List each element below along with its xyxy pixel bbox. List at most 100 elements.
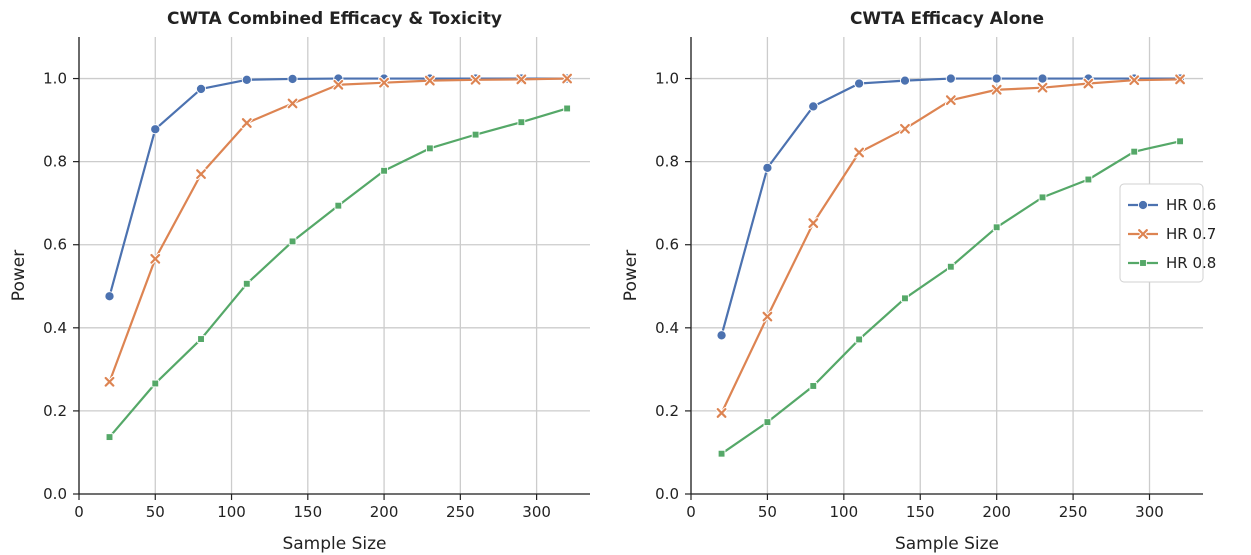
data-point bbox=[808, 101, 819, 112]
data-point bbox=[334, 201, 343, 210]
data-point bbox=[761, 310, 774, 323]
y-tick-label: 0.6 bbox=[43, 236, 67, 254]
data-point bbox=[715, 407, 728, 419]
x-tick-label: 200 bbox=[370, 503, 399, 521]
x-tick-label: 150 bbox=[293, 503, 322, 521]
legend-item: HR 0.8 bbox=[1128, 254, 1216, 272]
legend-label: HR 0.7 bbox=[1166, 225, 1216, 243]
data-point bbox=[855, 335, 863, 344]
data-point bbox=[195, 83, 207, 94]
x-tick-label: 300 bbox=[522, 503, 551, 521]
data-point bbox=[1176, 137, 1184, 146]
chart-panel-1: 0 50 100 150 200 250 300 0.0 0.2 0.4 0.6 0.8 1.0 CWTA… bbox=[9, 9, 590, 554]
series-hr-0-6 bbox=[104, 73, 573, 302]
data-point bbox=[899, 75, 911, 86]
data-point bbox=[197, 335, 205, 343]
series-line bbox=[108, 107, 568, 438]
chart-title: CWTA Efficacy Alone bbox=[850, 9, 1044, 29]
legend-marker bbox=[1139, 259, 1147, 267]
y-tick-label: 0.4 bbox=[43, 319, 67, 337]
x-tick-label: 200 bbox=[982, 503, 1011, 521]
x-tick-label: 150 bbox=[906, 503, 935, 521]
data-point bbox=[286, 97, 299, 110]
series-hr-0-7 bbox=[103, 72, 574, 388]
data-point bbox=[717, 449, 726, 458]
chart-panel-2: 0 50 100 150 200 250 300 0.0 0.2 0.4 0.6 0.8 1.0 CWTA… bbox=[621, 9, 1216, 554]
data-point bbox=[332, 78, 345, 91]
legend-item: HR 0.7 bbox=[1128, 225, 1216, 243]
data-point bbox=[240, 117, 253, 129]
series-hr-0-7 bbox=[715, 73, 1186, 419]
data-point bbox=[762, 162, 773, 173]
data-point bbox=[1174, 73, 1186, 86]
data-point bbox=[378, 76, 390, 89]
series-hr-0-8 bbox=[105, 104, 571, 441]
series-hr-0-8 bbox=[717, 137, 1184, 458]
x-axis-label: Sample Size bbox=[282, 534, 386, 554]
x-tick-label: 250 bbox=[1059, 503, 1088, 521]
data-point bbox=[515, 73, 528, 86]
data-point bbox=[425, 144, 434, 153]
series-line bbox=[720, 140, 1181, 455]
x-tick-label: 50 bbox=[758, 503, 777, 521]
data-point bbox=[151, 379, 160, 388]
data-point bbox=[809, 382, 818, 390]
y-tick-label: 0.8 bbox=[43, 153, 67, 171]
data-point bbox=[946, 262, 955, 271]
data-point bbox=[853, 146, 866, 159]
data-point bbox=[104, 291, 115, 302]
data-point bbox=[563, 104, 571, 113]
x-tick-label: 0 bbox=[686, 503, 696, 521]
y-tick-label: 1.0 bbox=[655, 70, 679, 88]
data-point bbox=[517, 118, 526, 127]
data-point bbox=[150, 124, 161, 135]
data-point bbox=[991, 73, 1002, 84]
series-line bbox=[108, 77, 568, 297]
y-tick-label: 0.0 bbox=[43, 485, 67, 503]
y-tick-label: 0.2 bbox=[43, 402, 67, 420]
data-point bbox=[105, 433, 114, 441]
data-point bbox=[1038, 193, 1047, 202]
y-axis-label: Power bbox=[9, 250, 29, 301]
data-point bbox=[1037, 73, 1048, 84]
data-point bbox=[944, 94, 957, 107]
data-point bbox=[241, 74, 252, 85]
data-point bbox=[899, 122, 911, 135]
data-point bbox=[471, 130, 480, 139]
legend: HR 0.6 HR 0.7 HR 0.8 bbox=[1119, 183, 1216, 283]
data-point bbox=[807, 217, 820, 230]
data-point bbox=[1128, 74, 1141, 87]
y-tick-label: 0.6 bbox=[655, 236, 679, 254]
y-tick-label: 0.0 bbox=[655, 485, 679, 503]
data-point bbox=[380, 166, 388, 175]
data-point bbox=[716, 330, 727, 341]
series-line bbox=[108, 77, 568, 383]
data-point bbox=[149, 252, 162, 265]
legend-marker bbox=[1137, 199, 1149, 211]
data-point bbox=[901, 294, 909, 303]
x-tick-label: 50 bbox=[146, 503, 165, 521]
y-tick-label: 1.0 bbox=[43, 70, 67, 88]
data-point bbox=[990, 83, 1003, 96]
legend-label: HR 0.8 bbox=[1166, 254, 1216, 272]
y-axis-label: Power bbox=[621, 250, 641, 301]
data-point bbox=[992, 223, 1001, 232]
data-point bbox=[1130, 147, 1139, 156]
data-point bbox=[423, 74, 436, 87]
data-point bbox=[103, 375, 116, 388]
data-point bbox=[469, 73, 482, 86]
y-tick-label: 0.8 bbox=[655, 153, 679, 171]
data-point bbox=[287, 73, 298, 85]
data-point bbox=[288, 237, 297, 246]
y-tick-label: 0.4 bbox=[655, 319, 679, 337]
y-tick-label: 0.2 bbox=[655, 402, 679, 420]
legend-marker bbox=[1137, 228, 1149, 240]
data-point bbox=[854, 78, 865, 89]
legend-item: HR 0.6 bbox=[1128, 196, 1216, 214]
data-point bbox=[763, 418, 772, 426]
data-point bbox=[242, 279, 251, 288]
chart-title: CWTA Combined Efficacy & Toxicity bbox=[167, 9, 502, 29]
legend-label: HR 0.6 bbox=[1166, 196, 1216, 214]
x-tick-label: 100 bbox=[830, 503, 859, 521]
series-hr-0-6 bbox=[716, 73, 1186, 341]
